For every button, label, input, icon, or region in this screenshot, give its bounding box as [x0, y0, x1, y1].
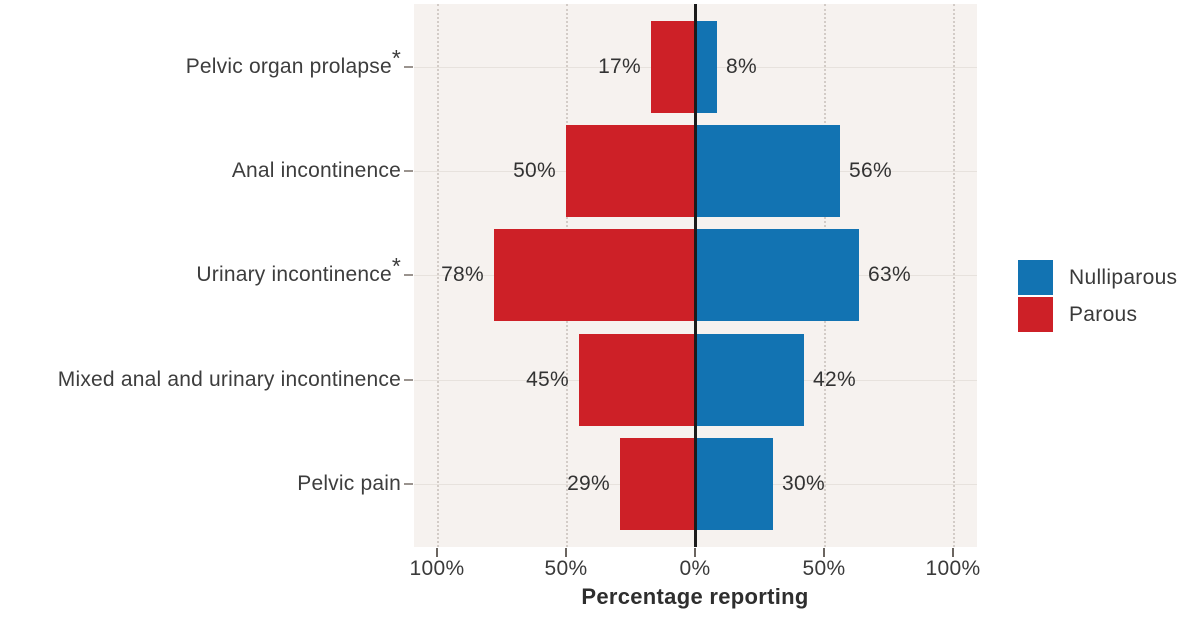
bar-parous-1 [566, 125, 695, 217]
x-axis-tick [823, 548, 825, 557]
y-axis-tick [404, 170, 413, 172]
x-axis-tick-label: 100% [409, 557, 465, 580]
legend-label: Nulliparous [1069, 265, 1178, 289]
significance-asterisk: * [391, 45, 401, 71]
x-axis-tick [565, 548, 567, 557]
category-label-text: Urinary incontinence [196, 263, 392, 286]
category-label-3: Mixed anal and urinary incontinence [0, 367, 401, 393]
y-axis-tick [404, 379, 413, 381]
x-axis-tick [694, 548, 696, 557]
x-axis-tick-label: 0% [679, 557, 711, 580]
bar-parous-3 [579, 334, 695, 426]
legend-item-nulliparous: Nulliparous [1018, 259, 1177, 296]
x-axis-title: Percentage reporting [581, 584, 809, 609]
bar-nulliparous-4 [696, 438, 773, 530]
value-label-nulliparous-3: 42% [813, 368, 856, 391]
category-label-1: Anal incontinence [0, 158, 401, 184]
vertical-gridline [953, 4, 955, 547]
value-label-parous-4: 29% [567, 472, 610, 495]
y-axis-tick [404, 274, 413, 276]
category-label-4: Pelvic pain [0, 471, 401, 497]
vertical-gridline [437, 4, 439, 547]
bar-nulliparous-2 [696, 229, 859, 321]
bar-nulliparous-3 [696, 334, 804, 426]
legend: Nulliparous Parous [1018, 259, 1177, 333]
bar-nulliparous-0 [696, 21, 717, 113]
x-axis-tick-label: 50% [802, 557, 846, 580]
legend-item-parous: Parous [1018, 296, 1177, 333]
category-label-text: Mixed anal and urinary incontinence [57, 368, 401, 391]
x-axis-tick [952, 548, 954, 557]
category-label-text: Pelvic pain [297, 472, 401, 495]
legend-swatch-parous [1018, 297, 1053, 332]
bar-parous-4 [620, 438, 695, 530]
value-label-parous-2: 78% [441, 263, 484, 286]
value-label-nulliparous-0: 8% [726, 55, 757, 78]
category-label-text: Anal incontinence [231, 159, 401, 182]
bar-parous-2 [494, 229, 695, 321]
category-label-0: Pelvic organ prolapse* [0, 47, 401, 80]
value-label-parous-0: 17% [598, 55, 641, 78]
legend-label: Parous [1069, 302, 1138, 326]
x-axis-tick-label: 50% [544, 557, 588, 580]
plot-panel [414, 4, 977, 547]
x-axis-tick [436, 548, 438, 557]
category-label-2: Urinary incontinence* [0, 255, 401, 288]
value-label-nulliparous-2: 63% [868, 263, 911, 286]
bar-parous-0 [651, 21, 695, 113]
x-axis-tick-label: 100% [925, 557, 981, 580]
value-label-nulliparous-1: 56% [849, 159, 892, 182]
bar-nulliparous-1 [696, 125, 840, 217]
value-label-parous-1: 50% [513, 159, 556, 182]
value-label-parous-3: 45% [526, 368, 569, 391]
value-label-nulliparous-4: 30% [782, 472, 825, 495]
y-axis-tick [404, 483, 413, 485]
y-axis-tick [404, 66, 413, 68]
significance-asterisk: * [391, 253, 401, 279]
category-label-text: Pelvic organ prolapse [185, 55, 392, 78]
legend-swatch-nulliparous [1018, 260, 1053, 295]
zero-reference-line [694, 4, 697, 547]
